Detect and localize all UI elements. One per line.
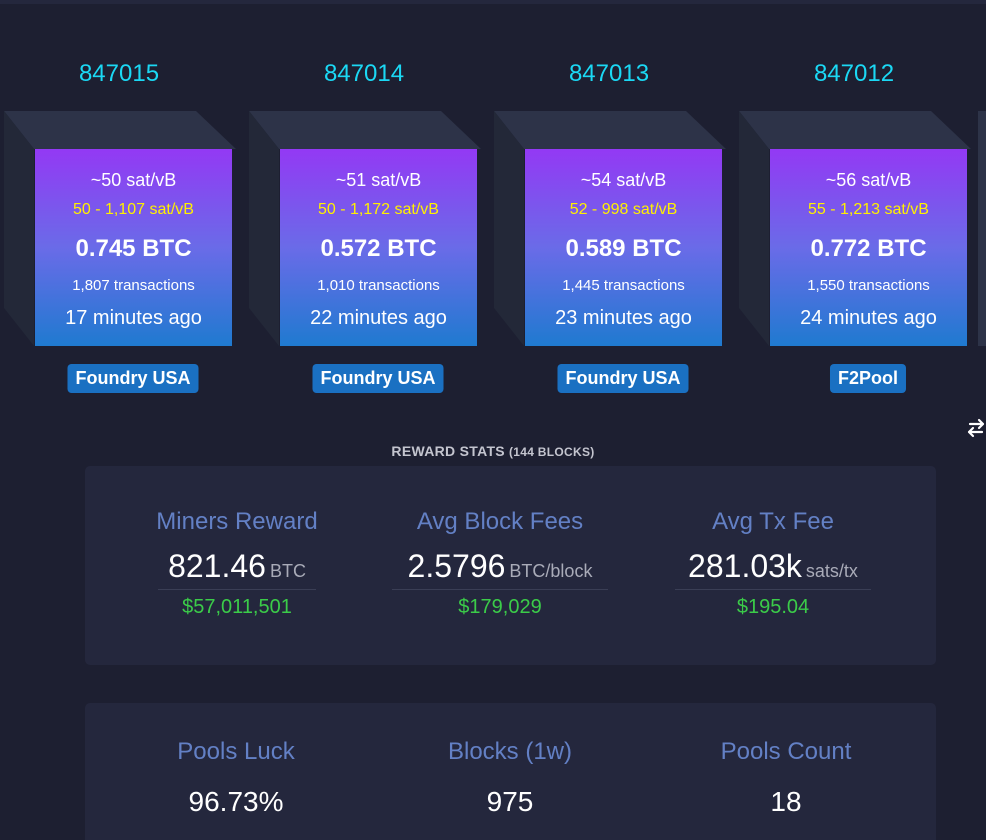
stat-divider bbox=[158, 589, 316, 590]
block-cube-face[interactable]: ~50 sat/vB 50 - 1,107 sat/vB 0.745 BTC 1… bbox=[35, 149, 232, 346]
pool-badge[interactable]: Foundry USA bbox=[67, 364, 199, 393]
stat-unit: BTC/block bbox=[509, 561, 593, 581]
block-tx-count: 1,010 transactions bbox=[317, 277, 440, 294]
stat-fiat-value: $57,011,501 bbox=[182, 596, 292, 618]
stat-value: 18 bbox=[770, 786, 802, 817]
pools-count-stat: Pools Count 18 bbox=[666, 738, 906, 818]
stat-label: Avg Block Fees bbox=[416, 508, 584, 535]
block-height-link[interactable]: 847015 bbox=[78, 60, 160, 87]
stat-label: Blocks (1w) bbox=[447, 738, 573, 765]
block-median-fee: ~54 sat/vB bbox=[580, 170, 667, 190]
header-edge bbox=[0, 0, 986, 4]
reward-stats-blocks-note: (144 BLOCKS) bbox=[508, 445, 595, 459]
block-median-fee: ~51 sat/vB bbox=[335, 170, 422, 190]
stat-value: 281.03k sats/tx bbox=[653, 548, 893, 585]
block-cube-side bbox=[249, 111, 279, 346]
block-card: 847012 ~56 sat/vB 55 - 1,213 sat/vB 0.77… bbox=[739, 60, 975, 400]
stat-label: Miners Reward bbox=[156, 508, 318, 535]
stat-number: 2.5796 bbox=[407, 548, 506, 584]
stat-value: 96.73% bbox=[188, 786, 284, 817]
stat-number: 281.03k bbox=[688, 548, 802, 584]
block-height-link[interactable]: 847014 bbox=[323, 60, 405, 87]
stat-unit: sats/tx bbox=[805, 561, 858, 581]
block-card: 847014 ~51 sat/vB 50 - 1,172 sat/vB 0.57… bbox=[249, 60, 485, 400]
avg-block-fees-stat: Avg Block Fees 2.5796 BTC/block $179,029 bbox=[380, 508, 620, 619]
stat-divider bbox=[675, 589, 871, 590]
mining-stats-card: Pools Luck 96.73% Blocks (1w) 975 Pools … bbox=[85, 703, 936, 840]
block-cube-face[interactable]: ~56 sat/vB 55 - 1,213 sat/vB 0.772 BTC 1… bbox=[770, 149, 967, 346]
stat-fiat-value: $195.04 bbox=[736, 596, 810, 618]
block-fee-range: 50 - 1,172 sat/vB bbox=[318, 201, 439, 218]
stat-divider bbox=[392, 589, 608, 590]
blocks-1w-stat: Blocks (1w) 975 bbox=[390, 738, 630, 818]
stat-value: 975 bbox=[486, 786, 534, 817]
block-median-fee: ~50 sat/vB bbox=[90, 170, 177, 190]
stat-fiat-value: $179,029 bbox=[458, 596, 542, 618]
block-height-link[interactable]: 847013 bbox=[568, 60, 650, 87]
block-time-ago: 17 minutes ago bbox=[65, 307, 202, 329]
stat-label: Pools Count bbox=[720, 738, 852, 765]
reward-stats-title: REWARD STATS (144 BLOCKS) bbox=[0, 443, 986, 459]
block-median-fee: ~56 sat/vB bbox=[825, 170, 912, 190]
block-fee-range: 50 - 1,107 sat/vB bbox=[73, 201, 194, 218]
block-cube-top bbox=[249, 111, 481, 149]
block-cube-face[interactable]: ~54 sat/vB 52 - 998 sat/vB 0.589 BTC 1,4… bbox=[525, 149, 722, 346]
block-cube-side bbox=[494, 111, 524, 346]
block-total-fees: 0.589 BTC bbox=[565, 235, 682, 262]
reward-stats-card: Miners Reward 821.46 BTC $57,011,501 Avg … bbox=[85, 466, 936, 665]
block-height-link[interactable]: 847012 bbox=[813, 60, 895, 87]
block-total-fees: 0.572 BTC bbox=[320, 235, 437, 262]
block-tx-count: 1,807 transactions bbox=[72, 277, 195, 294]
block-cube-side bbox=[739, 111, 769, 346]
block-cube-top bbox=[739, 111, 971, 149]
block-card: 847013 ~54 sat/vB 52 - 998 sat/vB 0.589 … bbox=[494, 60, 730, 400]
block-cube-face[interactable]: ~51 sat/vB 50 - 1,172 sat/vB 0.572 BTC 1… bbox=[280, 149, 477, 346]
stat-value: 2.5796 BTC/block bbox=[380, 548, 620, 585]
stat-unit: BTC bbox=[269, 561, 306, 581]
pool-badge[interactable]: Foundry USA bbox=[312, 364, 444, 393]
block-cube-top bbox=[4, 111, 236, 149]
block-fee-range: 52 - 998 sat/vB bbox=[569, 201, 678, 218]
block-cube-side bbox=[4, 111, 34, 346]
block-tx-count: 1,445 transactions bbox=[562, 277, 685, 294]
pool-badge[interactable]: F2Pool bbox=[829, 364, 907, 393]
block-time-ago: 23 minutes ago bbox=[555, 307, 692, 329]
stat-label: Avg Tx Fee bbox=[712, 508, 834, 535]
stat-number: 821.46 bbox=[168, 548, 266, 584]
pools-luck-stat: Pools Luck 96.73% bbox=[116, 738, 356, 818]
block-tx-count: 1,550 transactions bbox=[807, 277, 930, 294]
block-time-ago: 22 minutes ago bbox=[310, 307, 447, 329]
next-block-edge bbox=[978, 111, 986, 346]
block-card: 847015 ~50 sat/vB 50 - 1,107 sat/vB 0.74… bbox=[4, 60, 240, 400]
block-total-fees: 0.772 BTC bbox=[810, 235, 927, 262]
block-cube-top bbox=[494, 111, 726, 149]
reward-stats-heading: REWARD STATS bbox=[391, 443, 505, 459]
stat-value: 821.46 BTC bbox=[117, 548, 357, 585]
miners-reward-stat: Miners Reward 821.46 BTC $57,011,501 bbox=[117, 508, 357, 619]
block-fee-range: 55 - 1,213 sat/vB bbox=[808, 201, 929, 218]
block-total-fees: 0.745 BTC bbox=[75, 235, 192, 262]
stat-label: Pools Luck bbox=[177, 738, 295, 765]
avg-tx-fee-stat: Avg Tx Fee 281.03k sats/tx $195.04 bbox=[653, 508, 893, 619]
swap-arrows-icon[interactable] bbox=[966, 418, 986, 438]
pool-badge[interactable]: Foundry USA bbox=[557, 364, 689, 393]
block-time-ago: 24 minutes ago bbox=[800, 307, 937, 329]
